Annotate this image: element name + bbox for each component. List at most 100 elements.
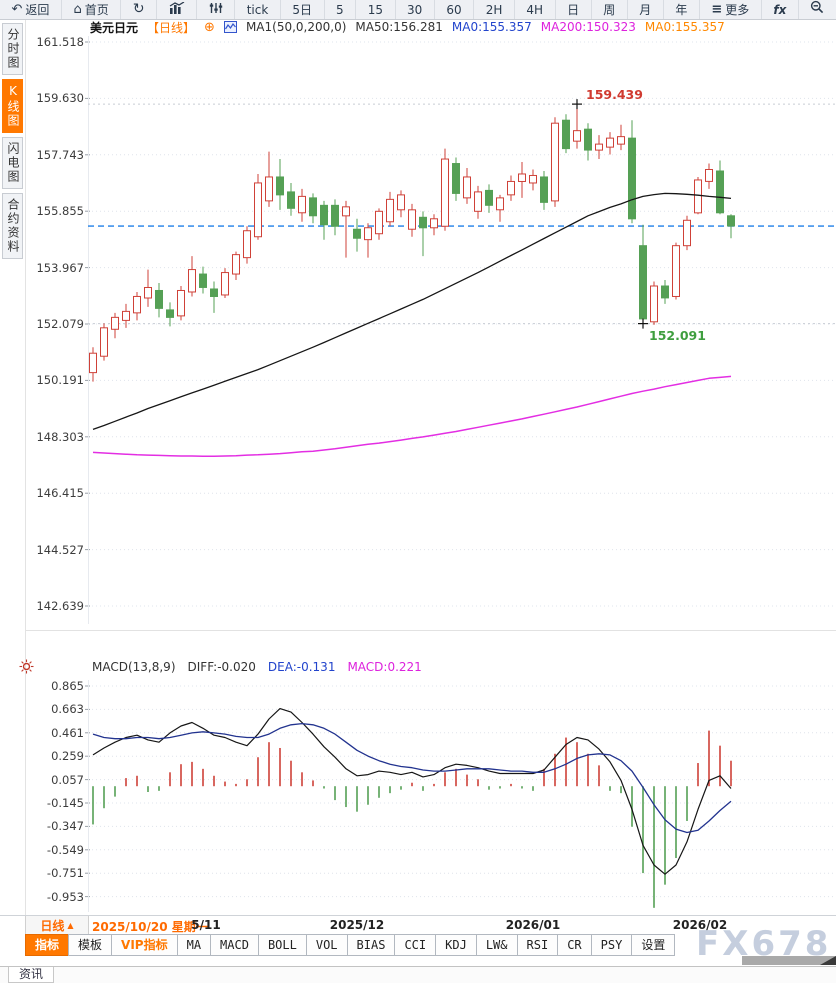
toolbar-button-refresh[interactable]: ↻ (121, 0, 158, 19)
toolbar-button-5d[interactable]: 5日 (281, 0, 325, 19)
toolbar-button-m15[interactable]: 15 (356, 0, 396, 19)
toolbar-button-chart-type[interactable] (157, 0, 198, 19)
ma-settings-label: MA1(50,0,200,0) (245, 20, 347, 34)
toolbar-button-m60[interactable]: 60 (435, 0, 475, 19)
indicator-toolbar: 指标 模板 VIP指标 MA MACD BOLL VOL BIAS CCI KDJ LW& RSI CR… (25, 934, 676, 956)
indicator-tab-PSY[interactable]: PSY (590, 934, 633, 956)
toolbar-button-year[interactable]: 年 (664, 0, 700, 19)
indicator-tab-template[interactable]: 模板 (68, 934, 113, 956)
toolbar-button-m5[interactable]: 5 (325, 0, 357, 19)
first-bar-date-label: 2025/10/20 星期一 (92, 920, 208, 934)
sidebar-tab-contract-info[interactable]: 合约资料 (2, 193, 23, 259)
indicator-tab-indicator[interactable]: 指标 (25, 934, 70, 956)
symbol-label: 美元日元 (90, 20, 139, 35)
zoom-out-icon (810, 0, 824, 19)
price-axis-label: 148.303 (36, 429, 84, 444)
indicator-tab-settings[interactable]: 设置 (631, 934, 676, 956)
indicator-tab-CCI[interactable]: CCI (394, 934, 437, 956)
toolbar-button-label: 2H (485, 2, 503, 17)
toolbar-button-label: 周 (603, 2, 616, 17)
indicator-tab-CR[interactable]: CR (557, 934, 592, 956)
menu-icon: ≡ (711, 2, 723, 17)
toolbar-button-label: 30 (407, 2, 423, 17)
toolbar-button-label: 5 (336, 2, 344, 17)
toolbar-button-2h[interactable]: 2H (474, 0, 515, 19)
toolbar-button-label: 年 (675, 2, 688, 17)
macd-axis-label: 0.461 (51, 725, 84, 740)
time-axis: 日线 ▲ 2025/10/20 星期一 5/11 2025/12 2026/01 20… (0, 915, 836, 935)
sidebar-tab-kline[interactable]: K线图 (2, 79, 23, 133)
toolbar-button-label: fx (773, 2, 787, 17)
sidebar-tab-time-share[interactable]: 分时图 (2, 23, 23, 75)
indicator-tab-MA[interactable]: MA (176, 934, 212, 956)
macd-value: MACD:0.221 (347, 660, 422, 674)
toolbar-button-label: 15 (367, 2, 383, 17)
sidebar-tab-flash[interactable]: 闪电图 (2, 137, 23, 189)
top-toolbar: ↶ 返回 ⌂ 首页 ↻ tick 5日 5 15 30 60 2H 4H 日周 月 年 ≡ 更多 fx (0, 0, 836, 20)
price-axis-label: 157.743 (36, 147, 84, 162)
ma200-value: MA200:150.323 (540, 20, 636, 34)
period-selector[interactable]: 日线 ▲ (25, 916, 89, 934)
price-axis-label: 146.415 (36, 486, 84, 501)
macd-axis-label: -0.549 (46, 842, 84, 857)
macd-axis-label: 0.865 (51, 679, 84, 693)
price-axis-label: 142.639 (36, 599, 84, 613)
toolbar-button-month[interactable]: 月 (628, 0, 664, 19)
sliders-icon (209, 1, 223, 19)
ma50-value: MA50:156.281 (355, 20, 443, 34)
toolbar-button-4h[interactable]: 4H (515, 0, 556, 19)
indicator-tab-MACD[interactable]: MACD (210, 934, 259, 956)
toolbar-button-fx[interactable]: fx (762, 0, 799, 19)
macd-axis-label: -0.347 (46, 819, 84, 834)
indicator-tab-KDJ[interactable]: KDJ (435, 934, 477, 956)
bar-chart-icon (169, 0, 185, 19)
toolbar-button-m30[interactable]: 30 (396, 0, 435, 19)
period-label: 日线 (40, 918, 65, 933)
toolbar-button-label: 5日 (292, 2, 312, 17)
chart-header: 美元日元 【日线】 ⊕ MA1(50,0,200,0) MA50:156.281… (90, 19, 725, 35)
toolbar-button-tick[interactable]: tick (235, 0, 281, 19)
toolbar-button-week[interactable]: 周 (592, 0, 628, 19)
toolbar-button-home[interactable]: ⌂ 首页 (62, 0, 122, 19)
toolbar-button-zoom-out[interactable] (799, 0, 836, 19)
toolbar-button-sliders[interactable] (197, 0, 236, 19)
toolbar-button-back[interactable]: ↶ 返回 (0, 0, 62, 19)
indicator-tab-BIAS[interactable]: BIAS (346, 934, 396, 956)
ma0-orange-value: MA0:155.357 (644, 20, 725, 34)
toolbar-button-label: 更多 (725, 2, 750, 17)
sun-icon[interactable] (19, 659, 34, 678)
status-tab-news[interactable]: 资讯 (8, 967, 55, 983)
toolbar-button-label: 60 (446, 2, 462, 17)
month-label: 2026/01 (505, 918, 561, 932)
period-tag[interactable]: 【日线】 (147, 20, 196, 35)
price-axis-label: 153.967 (36, 260, 84, 275)
toolbar-button-label: tick (246, 2, 269, 17)
toolbar-button-label: 月 (639, 2, 652, 17)
watermark: FX678 (696, 924, 832, 964)
toolbar-button-day[interactable]: 日 (556, 0, 592, 19)
month-label: 2025/12 (329, 918, 385, 932)
toolbar-button-more[interactable]: ≡ 更多 (700, 0, 762, 19)
price-axis-label: 161.518 (36, 35, 84, 49)
back-icon: ↶ (11, 2, 23, 17)
add-indicator-icon[interactable]: ⊕ (204, 19, 215, 35)
indicator-tab-RSI[interactable]: RSI (516, 934, 559, 956)
refresh-icon: ↻ (132, 1, 145, 17)
dea-value: DEA:-0.131 (267, 660, 336, 674)
price-axis-label: 144.527 (36, 542, 84, 557)
indicator-tab-LW[interactable]: LW& (475, 934, 518, 956)
scrollbar-grip-icon[interactable] (820, 956, 836, 965)
indicator-tab-BOLL[interactable]: BOLL (257, 934, 307, 956)
horizontal-scrollbar[interactable] (742, 956, 836, 965)
indicator-tab-vip[interactable]: VIP指标 (111, 934, 178, 956)
ma0-blue-value: MA0:155.357 (451, 20, 532, 34)
macd-axis-label: 0.663 (51, 702, 84, 717)
macd-axis-label: -0.145 (46, 796, 84, 810)
toolbar-button-label: 4H (526, 2, 544, 17)
price-axis-label: 155.855 (36, 204, 84, 219)
left-sidebar: 分时图 K线图闪电图合约资料 (0, 20, 26, 915)
price-axis-label: 159.630 (36, 91, 84, 106)
month-label: 5/11 (191, 918, 221, 932)
indicator-tab-VOL[interactable]: VOL (305, 934, 348, 956)
